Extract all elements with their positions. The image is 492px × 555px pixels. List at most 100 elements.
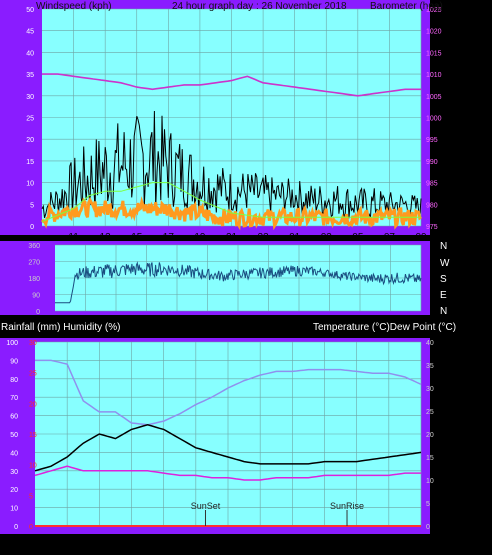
y-tick-windspeed: 15: [26, 159, 34, 166]
y-tick-windspeed: 10: [26, 181, 34, 188]
y-tick-barometer: 1005: [426, 94, 442, 101]
y-tick-direction: 0: [36, 309, 40, 316]
y-tick-rain: 20: [29, 401, 37, 408]
compass-label-e: E: [440, 290, 447, 301]
y-tick-barometer: 995: [426, 137, 438, 144]
y-tick-barometer: 1000: [426, 116, 442, 123]
x-tick-label: 21: [222, 538, 234, 549]
y-tick-humidity: 40: [10, 450, 18, 457]
y-tick-temperature: 20: [426, 432, 434, 439]
barometer-axis-label: Barometer (hpa): [370, 1, 443, 12]
x-tick-label: 17: [163, 232, 175, 243]
y-tick-temperature: 15: [426, 455, 434, 462]
y-tick-direction: 270: [28, 260, 40, 267]
y-tick-humidity: 10: [10, 506, 18, 513]
series-temperature: [34, 424, 422, 472]
x-tick-label: 11: [62, 538, 73, 549]
x-tick-label: 01: [289, 232, 301, 243]
x-tick-label: 23: [258, 232, 270, 243]
x-tick-label: 03: [321, 232, 333, 243]
x-tick-label: 01: [287, 538, 299, 549]
y-tick-temperature: 30: [426, 386, 434, 393]
y-tick-windspeed: 20: [26, 137, 34, 144]
y-tick-humidity: 60: [10, 414, 18, 421]
series-barometer: [42, 73, 421, 97]
y-tick-temperature: 40: [426, 340, 434, 347]
y-tick-rain: 10: [29, 463, 37, 470]
y-tick-humidity: 80: [10, 377, 18, 384]
y-tick-windspeed: 25: [26, 116, 34, 123]
y-tick-rain: 25: [29, 371, 37, 378]
y-tick-windspeed: 30: [26, 94, 34, 101]
y-tick-temperature: 0: [426, 524, 430, 531]
series-humidity: [35, 359, 422, 426]
y-tick-barometer: 1025: [426, 7, 442, 14]
x-tick-label: 09: [415, 232, 427, 243]
temperature-axis-label: Temperature (°C)Dew Point (°C): [313, 322, 456, 333]
y-tick-rain: 0: [29, 524, 33, 531]
y-tick-humidity: 0: [14, 524, 18, 531]
y-tick-windspeed: 40: [26, 50, 34, 57]
x-tick-label: 11: [68, 232, 79, 243]
y-tick-humidity: 20: [10, 487, 18, 494]
x-tick-label: 07: [384, 232, 396, 243]
compass-label-s: S: [440, 274, 447, 285]
y-tick-windspeed: 35: [26, 72, 34, 79]
y-tick-rain: 5: [29, 493, 33, 500]
y-tick-direction: 360: [28, 243, 40, 250]
x-tick-label: 23: [255, 538, 267, 549]
direction-series: [55, 261, 422, 304]
y-tick-rain: 30: [29, 340, 37, 347]
x-tick-label: 19: [194, 232, 206, 243]
y-tick-temperature: 5: [426, 501, 430, 508]
graph-title: 24 hour graph day : 26 November 2018: [172, 1, 347, 12]
x-tick-label: 17: [158, 538, 170, 549]
compass-label-n-bottom: N: [440, 306, 447, 317]
x-tick-label: 13: [94, 538, 106, 549]
x-tick-label: 21: [226, 232, 238, 243]
x-tick-label: 05: [352, 232, 364, 243]
y-tick-temperature: 25: [426, 409, 434, 416]
y-tick-humidity: 100: [6, 340, 18, 347]
compass-label-w: W: [440, 258, 450, 269]
x-tick-label: 07: [383, 538, 395, 549]
y-tick-windspeed: 45: [26, 29, 34, 36]
y-tick-direction: 180: [28, 276, 40, 283]
y-tick-temperature: 35: [426, 363, 434, 370]
y-tick-humidity: 70: [10, 395, 18, 402]
y-tick-temperature: 10: [426, 478, 434, 485]
x-tick-label: 13: [100, 232, 112, 243]
direction-grid: [55, 244, 422, 312]
sunset-label: SunSet: [191, 501, 221, 511]
y-tick-rain: 15: [29, 432, 37, 439]
rain-humidity-axis-label: Rainfall (mm) Humidity (%): [1, 322, 120, 333]
y-tick-humidity: 30: [10, 469, 18, 476]
y-tick-barometer: 985: [426, 181, 438, 188]
y-tick-direction: 90: [32, 293, 40, 300]
windspeed-axis-label: Windspeed (kph): [36, 1, 112, 12]
series-dewpoint: [34, 465, 421, 481]
x-tick-label: 03: [319, 538, 331, 549]
y-tick-barometer: 1020: [426, 29, 442, 36]
temperature-series: [34, 359, 422, 527]
y-tick-windspeed: 0: [30, 224, 34, 231]
wind-series: [40, 73, 422, 231]
y-tick-barometer: 990: [426, 159, 438, 166]
x-tick-label: 15: [131, 232, 143, 243]
y-tick-barometer: 1010: [426, 72, 442, 79]
x-tick-label: 19: [190, 538, 202, 549]
sunrise-label: SunRise: [330, 501, 364, 511]
x-tick-label: 05: [351, 538, 363, 549]
y-tick-windspeed: 5: [30, 202, 34, 209]
compass-label-n-top: N: [440, 241, 447, 252]
y-tick-humidity: 90: [10, 358, 18, 365]
x-tick-label: 15: [126, 538, 138, 549]
series-direction: [55, 261, 422, 304]
y-tick-humidity: 50: [10, 432, 18, 439]
y-tick-barometer: 1015: [426, 50, 442, 57]
y-tick-windspeed: 50: [26, 7, 34, 14]
y-tick-barometer: 975: [426, 224, 438, 231]
series-wind_green: [41, 182, 421, 223]
